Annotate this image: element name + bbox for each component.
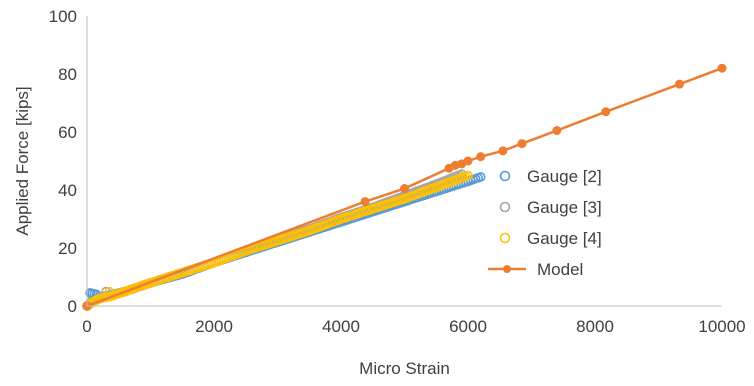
x-tick-label: 8000 — [576, 317, 614, 336]
legend-label: Model — [537, 260, 583, 279]
legend-marker — [499, 170, 511, 182]
legend-marker — [499, 201, 511, 213]
y-axis-title: Applied Force [kips] — [13, 86, 32, 235]
data-point — [85, 288, 95, 298]
y-tick-labels: 0 20 40 60 80 100 — [49, 7, 77, 316]
x-axis-title: Micro Strain — [359, 359, 450, 378]
y-tick-label: 40 — [58, 181, 77, 200]
y-tick-label: 0 — [68, 297, 77, 316]
plot-area — [82, 63, 727, 311]
data-point — [517, 139, 527, 149]
data-point — [463, 170, 473, 181]
legend-label: Gauge [4] — [527, 229, 602, 248]
x-tick-label: 10000 — [698, 317, 745, 336]
data-point — [498, 146, 508, 156]
data-point — [104, 286, 115, 297]
data-point — [272, 235, 283, 246]
data-point — [367, 204, 378, 214]
legend-item-gauge-4: Gauge [4] — [499, 229, 602, 248]
data-point — [360, 197, 370, 207]
y-tick-label: 100 — [49, 7, 77, 26]
data-point — [475, 172, 486, 182]
legend-item-gauge-2: Gauge [2] — [499, 167, 602, 186]
x-tick-label: 4000 — [322, 317, 360, 336]
legend-marker — [503, 265, 511, 273]
series-model — [82, 63, 727, 311]
data-point — [463, 156, 473, 166]
data-point — [399, 193, 410, 204]
x-tick-labels: 0 2000 4000 6000 8000 10000 — [82, 317, 745, 336]
legend-item-gauge-3: Gauge [3] — [499, 198, 602, 217]
legend-marker — [499, 232, 511, 244]
x-tick-label: 6000 — [449, 317, 487, 336]
data-point — [674, 79, 684, 89]
axes — [86, 16, 722, 307]
legend-label: Gauge [3] — [527, 198, 602, 217]
x-tick-label: 0 — [82, 317, 91, 336]
legend-label: Gauge [2] — [527, 167, 602, 186]
legend: Gauge [2] Gauge [3] Gauge [4] Model — [488, 167, 602, 279]
data-point — [601, 107, 611, 117]
x-tick-label: 2000 — [195, 317, 233, 336]
legend-item-model: Model — [488, 260, 583, 279]
y-tick-label: 20 — [58, 239, 77, 258]
data-point — [552, 126, 562, 136]
y-tick-label: 60 — [58, 123, 77, 142]
data-point — [431, 182, 442, 192]
y-tick-label: 80 — [58, 65, 77, 84]
data-point — [400, 184, 409, 194]
series-line-model — [86, 67, 723, 308]
data-point — [304, 225, 315, 236]
data-point — [717, 63, 727, 73]
data-point — [476, 152, 486, 162]
data-point — [336, 214, 346, 224]
